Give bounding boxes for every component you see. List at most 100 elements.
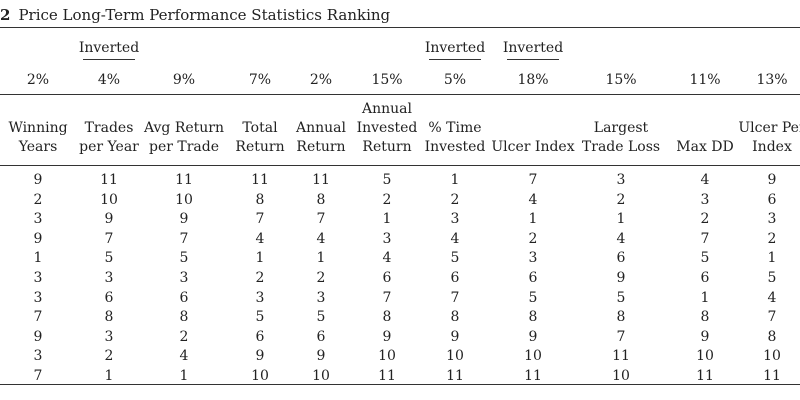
column-weight: 18%: [517, 72, 549, 88]
column-header-line: Ulcer Index: [491, 139, 575, 155]
table-cell: 3: [767, 211, 777, 228]
table-cell: 10: [446, 348, 464, 365]
table-cell: 8: [616, 309, 626, 326]
table-cell: 6: [255, 328, 265, 345]
table-cell: 7: [179, 230, 189, 247]
table-cell: 1: [316, 250, 326, 267]
table-cell: 10: [100, 191, 118, 208]
table-cell: 3: [382, 230, 392, 247]
header-rule: [0, 165, 800, 166]
table-cell: 4: [382, 250, 392, 267]
table-cell: 11: [446, 368, 464, 384]
column-header-line: per Trade: [148, 139, 220, 155]
table-cell: 7: [33, 368, 43, 384]
table-cell: 1: [616, 211, 626, 228]
table-cell: 10: [763, 348, 781, 365]
table-cell: 9: [616, 270, 626, 286]
table-cell: 5: [104, 250, 114, 267]
table-cell: 5: [616, 289, 626, 306]
table-cell: 3: [33, 211, 43, 228]
table-cell: 1: [528, 211, 538, 228]
column-weight: 11%: [689, 72, 721, 88]
table-cell: 3: [33, 348, 43, 365]
table-cell: 11: [763, 368, 781, 384]
table-cell: 8: [179, 309, 189, 326]
column-header-line: Ulcer Per: [738, 120, 800, 136]
table-cell: 7: [255, 211, 265, 228]
column-header-line: Index: [752, 139, 792, 155]
table-cell: 3: [700, 191, 710, 208]
table-cell: 7: [382, 289, 392, 306]
inverted-label: Inverted: [78, 40, 140, 56]
top-rule: [0, 27, 800, 28]
table-cell: 2: [179, 328, 189, 345]
table-cell: 9: [700, 328, 710, 345]
table-cell: 1: [179, 368, 189, 384]
table-cell: 2: [528, 230, 538, 247]
table-cell: 8: [700, 309, 710, 326]
table-cell: 9: [450, 328, 460, 345]
table-cell: 6: [382, 270, 392, 286]
table-cell: 7: [528, 172, 538, 188]
table-cell: 8: [767, 328, 777, 345]
table-cell: 8: [528, 309, 538, 326]
table-cell: 10: [696, 348, 714, 365]
table-cell: 4: [767, 289, 777, 306]
table-cell: 7: [316, 211, 326, 228]
table-caption: 2 Price Long-Term Performance Statistics …: [0, 4, 390, 26]
table-cell: 7: [450, 289, 460, 306]
table-cell: 2: [450, 191, 460, 208]
column-header: Ulcer Per Index: [738, 119, 800, 157]
table-cell: 9: [179, 211, 189, 228]
table-cell: 6: [528, 270, 538, 286]
table-cell: 6: [450, 270, 460, 286]
table-cell: 9: [33, 230, 43, 247]
column-header-line: per Year: [79, 139, 139, 155]
inverted-underline: [83, 59, 135, 60]
table-cell: 3: [104, 270, 114, 286]
column-header-line: Largest: [593, 120, 649, 136]
column-weight: 15%: [371, 72, 403, 88]
table-cell: 9: [528, 328, 538, 345]
table-cell: 1: [450, 172, 460, 188]
column-header: Total Return: [235, 119, 284, 157]
table-cell: 7: [767, 309, 777, 326]
column-weight: 13%: [756, 72, 788, 88]
table-cell: 2: [316, 270, 326, 286]
column-header: Trades per Year: [79, 119, 139, 157]
column-header: Largest Trade Loss: [582, 119, 660, 157]
table-cell: 3: [104, 328, 114, 345]
table-cell: 1: [382, 211, 392, 228]
column-header-line: Max DD: [676, 139, 734, 155]
table-cell: 8: [104, 309, 114, 326]
table-cell: 4: [255, 230, 265, 247]
column-header-line: Trades: [84, 120, 134, 136]
column-header-line: % Time: [428, 120, 482, 136]
table-cell: 4: [316, 230, 326, 247]
column-header-line: Avg Return: [143, 120, 225, 136]
column-weight: 5%: [443, 72, 467, 88]
table-cell: 6: [767, 191, 777, 208]
column-header-line: Invested: [424, 139, 486, 155]
column-header-line: Return: [296, 139, 346, 155]
table-cell: 3: [450, 211, 460, 228]
table-cell: 3: [316, 289, 326, 306]
table-cell: 4: [179, 348, 189, 365]
table-cell: 8: [382, 309, 392, 326]
table-cell: 9: [255, 348, 265, 365]
table-cell: 5: [528, 289, 538, 306]
table-cell: 2: [616, 191, 626, 208]
table-cell: 5: [700, 250, 710, 267]
table-cell: 2: [104, 348, 114, 365]
column-weight: 4%: [97, 72, 121, 88]
table-cell: 1: [255, 250, 265, 267]
table-cell: 6: [104, 289, 114, 306]
table-cell: 11: [251, 172, 269, 188]
weights-rule: [0, 94, 800, 95]
table-cell: 2: [767, 230, 777, 247]
column-weight: 2%: [26, 72, 50, 88]
column-header: Avg Return per Trade: [144, 119, 224, 157]
table-cell: 11: [378, 368, 396, 384]
table-cell: 4: [700, 172, 710, 188]
table-cell: 5: [255, 309, 265, 326]
